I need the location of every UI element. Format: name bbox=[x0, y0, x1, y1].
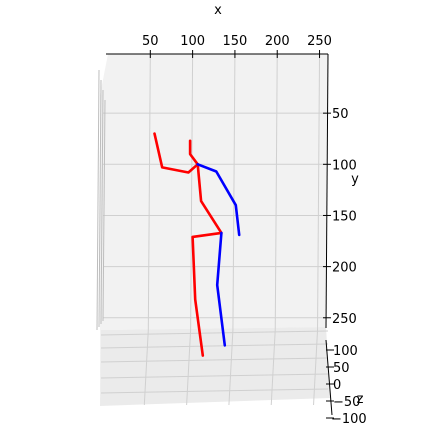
side-edge bbox=[96, 69, 100, 331]
x-tick-label: 250 bbox=[307, 34, 332, 49]
skeleton-limb-1 bbox=[188, 139, 199, 166]
z-gridline bbox=[100, 343, 329, 349]
y-tick-label: 200 bbox=[332, 261, 357, 276]
z-axis-title: z bbox=[357, 392, 364, 407]
series-layer bbox=[153, 132, 241, 357]
x-floor-gridline bbox=[228, 329, 234, 406]
x-tick-label: 50 bbox=[142, 34, 159, 49]
x-gridline bbox=[274, 53, 278, 331]
x-axis-title: x bbox=[214, 3, 222, 18]
side-edge bbox=[100, 89, 104, 325]
x-gridline bbox=[232, 53, 236, 331]
z-gridline bbox=[100, 388, 329, 394]
pane-layer bbox=[100, 54, 330, 406]
z-tick-label: −100 bbox=[331, 412, 367, 425]
skeleton-limb-2 bbox=[191, 163, 223, 357]
z-axis-line bbox=[325, 339, 333, 416]
z-tick-label: 0 bbox=[333, 378, 341, 393]
side-edge bbox=[102, 99, 106, 322]
x-floor-gridline bbox=[186, 329, 192, 406]
grid-layer bbox=[96, 53, 329, 406]
floor-pane bbox=[100, 327, 330, 406]
z-tick-label: 50 bbox=[333, 361, 350, 376]
skeleton-limb-4 bbox=[215, 231, 227, 347]
z-gridline bbox=[100, 373, 329, 379]
y-tick-label: 100 bbox=[332, 158, 357, 173]
x-tick-label: 100 bbox=[180, 34, 205, 49]
z-gridline bbox=[100, 330, 329, 336]
y-axis-line bbox=[325, 53, 329, 329]
x-floor-gridline bbox=[270, 329, 276, 406]
y-tick-label: 50 bbox=[332, 107, 349, 122]
axis-layer bbox=[106, 50, 334, 419]
x-floor-gridline bbox=[313, 329, 319, 406]
y-tick-label: 250 bbox=[332, 312, 357, 327]
x-gridline bbox=[317, 53, 321, 331]
z-tick-label: 100 bbox=[333, 344, 358, 359]
y-tick-label: 150 bbox=[332, 209, 357, 224]
y-axis-title: y bbox=[351, 172, 359, 187]
skeleton-limb-0 bbox=[153, 132, 199, 174]
skeleton-limb-3 bbox=[196, 163, 241, 237]
x-tick-label: 150 bbox=[223, 34, 248, 49]
x-gridline bbox=[190, 53, 194, 331]
side-edge bbox=[98, 79, 102, 328]
z-tick-label: −50 bbox=[333, 395, 360, 410]
label-layer: 50 100 150 200 250 50 100 150 200 250 100 50 0 −50 −10… bbox=[142, 3, 367, 425]
z-gridline bbox=[100, 357, 329, 363]
x-gridline bbox=[147, 53, 151, 331]
x-tick-label: 200 bbox=[265, 34, 290, 49]
